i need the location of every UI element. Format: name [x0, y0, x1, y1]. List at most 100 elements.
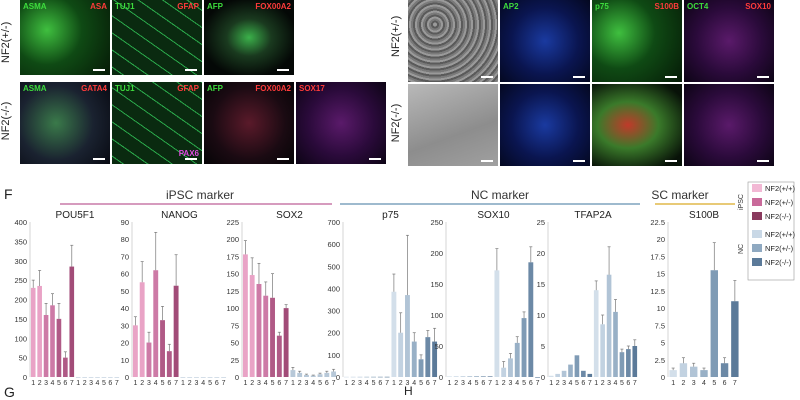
x-tick-label: 7: [433, 380, 437, 387]
bar: [56, 318, 62, 377]
y-tick-label: 500: [327, 262, 340, 271]
bar: [242, 254, 248, 377]
x-tick-label: 5: [372, 380, 376, 387]
y-tick-label: 20: [121, 339, 129, 348]
bar: [632, 346, 638, 377]
bar: [508, 358, 513, 377]
bar: [600, 324, 605, 377]
x-tick-label: 7: [332, 380, 336, 387]
chart-title: SOX10: [477, 210, 510, 221]
bar: [146, 342, 152, 377]
micrograph-right-top-3: p75 S100B: [592, 0, 682, 82]
x-tick-label: 2: [351, 380, 355, 387]
bar: [114, 377, 120, 378]
x-tick-label: 5: [57, 380, 61, 387]
bar: [364, 376, 370, 378]
legend-group-nc: NC: [738, 244, 745, 254]
x-tick-label: 1: [671, 380, 675, 387]
x-tick-label: 5: [712, 380, 716, 387]
bar: [425, 337, 431, 377]
y-tick-label: 300: [327, 307, 340, 316]
bar: [207, 377, 213, 378]
x-tick-label: 3: [607, 380, 611, 387]
bar: [270, 297, 275, 377]
x-tick-label: 1: [344, 380, 348, 387]
bar: [391, 291, 397, 377]
bar: [613, 311, 618, 377]
scale-bar: [757, 76, 769, 78]
bar: [101, 377, 107, 378]
x-tick-label: 3: [89, 380, 93, 387]
y-tick-label: 50: [231, 339, 239, 348]
legend-label: NF2(+/-): [765, 198, 794, 207]
stain-label: AFP: [207, 2, 223, 11]
x-tick-label: 4: [201, 380, 205, 387]
stain-label: GFAP: [177, 2, 199, 11]
bar: [290, 370, 296, 377]
bar: [166, 351, 172, 377]
bar: [446, 376, 452, 377]
bar: [514, 342, 520, 377]
bar: [214, 377, 220, 378]
stain-label: GFAP: [177, 84, 199, 93]
bar: [405, 295, 410, 377]
bar: [411, 341, 417, 377]
y-tick-label: 40: [121, 304, 129, 313]
bar: [317, 374, 323, 377]
x-tick-label: 1: [495, 380, 499, 387]
stain-label: ASMA: [23, 2, 47, 11]
x-tick-label: 4: [264, 380, 268, 387]
x-tick-label: 7: [633, 380, 637, 387]
scale-bar: [93, 69, 105, 71]
x-tick-label: 5: [419, 380, 423, 387]
y-tick-label: 90: [121, 218, 129, 227]
bar: [88, 377, 94, 378]
x-tick-label: 1: [133, 380, 137, 387]
y-tick-label: 300: [14, 257, 27, 266]
bar: [418, 359, 424, 377]
micrograph-left-top-2: TUJ1 GFAP: [112, 0, 202, 75]
x-tick-label: 5: [575, 380, 579, 387]
y-tick-label: 225: [226, 218, 239, 227]
y-tick-label: 60: [121, 270, 129, 279]
bar: [480, 376, 486, 377]
y-tick-label: 350: [14, 237, 27, 246]
chart-title: TFAP2A: [574, 210, 612, 221]
bar: [700, 370, 708, 377]
stain-label: OCT4: [687, 2, 709, 11]
stain-label: AFP: [207, 84, 223, 93]
y-tick-label: 15: [537, 280, 545, 289]
bar: [249, 275, 255, 377]
x-tick-label: 1: [594, 380, 598, 387]
bar: [619, 352, 625, 377]
scale-bar: [185, 69, 197, 71]
y-tick-label: 50: [121, 287, 129, 296]
bar: [377, 376, 383, 378]
x-tick-label: 1: [549, 380, 553, 387]
bar: [132, 325, 138, 377]
x-tick-label: 5: [161, 380, 165, 387]
bar: [187, 377, 193, 378]
x-tick-label: 6: [481, 380, 485, 387]
y-tick-label: 17.5: [650, 252, 665, 261]
bar: [487, 376, 493, 377]
y-tick-label: 125: [226, 287, 239, 296]
x-tick-label: 6: [529, 380, 533, 387]
y-tick-label: 10: [537, 311, 545, 320]
bar: [221, 377, 227, 378]
stain-label: TUJ1: [115, 84, 135, 93]
x-tick-label: 7: [284, 380, 288, 387]
stain-label: S100B: [654, 2, 679, 11]
micrograph-right-bottom-1: [408, 84, 498, 166]
x-tick-label: 4: [154, 380, 158, 387]
micrograph-right-top-1: [408, 0, 498, 82]
y-tick-label: 70: [121, 252, 129, 261]
group-header-1: iPSC marker: [166, 188, 234, 202]
stain-label: SOX17: [299, 84, 325, 93]
bar: [331, 371, 337, 377]
micrograph-left-bottom-2: TUJ1 GFAP PAX6: [112, 82, 202, 164]
y-tick-label: 0: [336, 373, 340, 382]
stain-label: SOX10: [745, 2, 771, 11]
bar: [297, 372, 303, 377]
y-tick-label: 250: [14, 276, 27, 285]
